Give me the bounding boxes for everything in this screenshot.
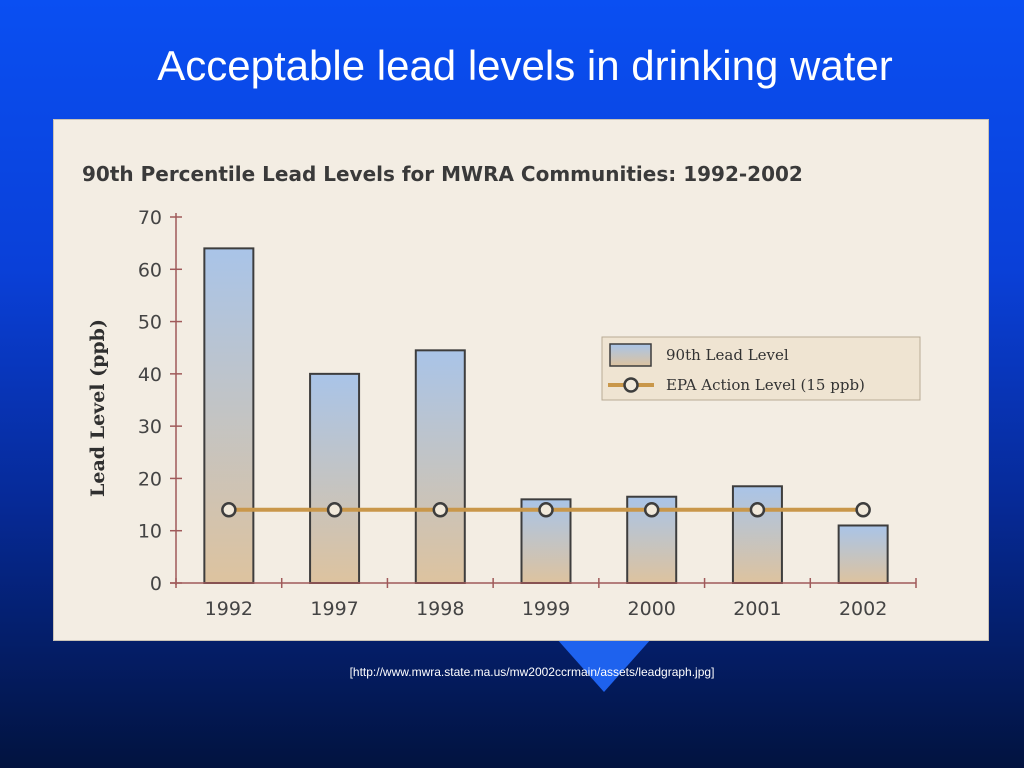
bar-1998 <box>414 349 466 584</box>
y-axis-label: Lead Level (ppb) <box>87 319 109 497</box>
legend-box <box>601 336 921 401</box>
epa-marker-1992 <box>221 502 237 518</box>
x-tick-label-2000: 2000 <box>628 598 676 620</box>
legend-label-bars: 90th Lead Level <box>666 346 789 364</box>
x-tick-label-1997: 1997 <box>310 598 358 620</box>
y-tick-label-0: 0 <box>150 573 162 595</box>
x-tick-label-1992: 1992 <box>205 598 253 620</box>
legend: 90th Lead Level EPA Action Level (15 ppb… <box>601 336 921 401</box>
y-tick-label-10: 10 <box>138 521 162 543</box>
y-tick-label-70: 70 <box>138 207 162 229</box>
x-tick-label-2002: 2002 <box>839 598 887 620</box>
bar-1992 <box>203 247 255 584</box>
y-tick-label-50: 50 <box>138 312 162 334</box>
legend-label-epa: EPA Action Level (15 ppb) <box>666 376 865 394</box>
y-tick-label-40: 40 <box>138 364 162 386</box>
chart-frame: 90th Percentile Lead Levels for MWRA Com… <box>53 119 989 641</box>
bars-layer <box>203 247 889 585</box>
epa-marker-2000 <box>643 502 660 518</box>
legend-bar-swatch <box>609 343 652 367</box>
legend-marker-swatch <box>623 377 639 393</box>
decorative-triangle <box>556 638 652 692</box>
epa-marker-1997 <box>326 502 343 518</box>
source-caption: [http://www.mwra.state.ma.us/mw2002ccrma… <box>349 665 715 679</box>
bar-1997 <box>309 372 361 584</box>
slide-title: Acceptable lead levels in drinking water <box>157 42 893 89</box>
chart-svg: 90th Percentile Lead Levels for MWRA Com… <box>82 162 921 620</box>
bar-2002 <box>837 524 889 585</box>
epa-marker-2001 <box>749 502 766 518</box>
y-tick-label-60: 60 <box>138 259 162 281</box>
x-tick-label-1998: 1998 <box>416 598 464 620</box>
y-tick-label-30: 30 <box>138 416 162 438</box>
epa-marker-2002 <box>855 502 871 518</box>
x-tick-label-2001: 2001 <box>733 598 781 620</box>
x-tick-label-1999: 1999 <box>522 598 570 620</box>
axes-layer: 0 10 20 30 40 50 60 70 1992 1997 1998 1999 2000 2001 2… <box>138 207 917 620</box>
epa-marker-1998 <box>432 502 449 518</box>
bar-2001 <box>731 485 783 584</box>
chart-title: 90th Percentile Lead Levels for MWRA Com… <box>82 162 803 186</box>
epa-marker-1999 <box>538 502 554 518</box>
y-tick-label-20: 20 <box>138 468 162 490</box>
epa-line-layer <box>221 502 871 518</box>
